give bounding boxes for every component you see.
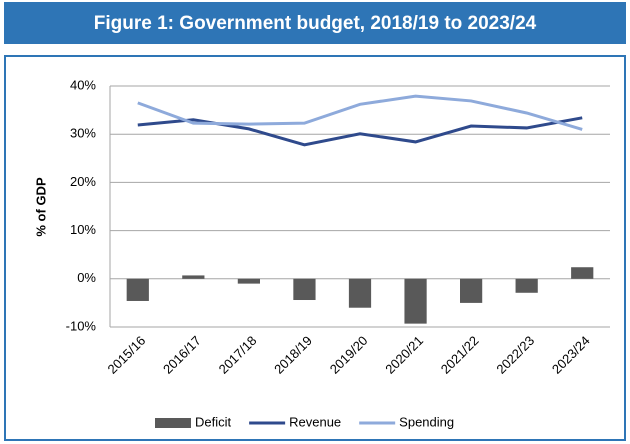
bar <box>460 278 483 303</box>
bar <box>126 278 149 301</box>
y-tick-label: -10% <box>66 318 97 333</box>
x-tick-label: 2022/23 <box>493 333 537 377</box>
bar <box>182 275 205 279</box>
x-tick-label: 2021/22 <box>438 333 482 377</box>
bar <box>404 278 427 324</box>
bar <box>515 278 538 293</box>
chart-title: Figure 1: Government budget, 2018/19 to … <box>94 13 537 34</box>
bar <box>348 278 372 308</box>
x-tick-label: 2020/21 <box>382 333 426 377</box>
y-axis-title: % of GDP <box>33 177 48 237</box>
legend-swatch <box>155 418 191 428</box>
y-tick-label: 0% <box>77 270 96 285</box>
y-tick-label: 30% <box>70 126 96 141</box>
bar <box>571 267 594 279</box>
bar <box>293 278 316 301</box>
x-tick-label: 2023/24 <box>549 333 593 377</box>
legend-label: Spending <box>399 414 454 429</box>
x-tick-label: 2016/17 <box>160 333 204 377</box>
x-tick-label: 2018/19 <box>271 333 315 377</box>
chart-frame <box>4 55 626 441</box>
legend-label: Revenue <box>289 414 341 429</box>
line <box>137 94 583 131</box>
header-bar <box>4 2 626 44</box>
x-tick-label: 2019/20 <box>327 333 371 377</box>
x-tick-label: 2015/16 <box>104 333 148 377</box>
legend-label: Deficit <box>195 414 232 429</box>
bar <box>237 278 260 284</box>
y-tick-label: 10% <box>70 222 96 237</box>
y-tick-label: 20% <box>70 174 96 189</box>
x-tick-label: 2017/18 <box>216 333 260 377</box>
y-tick-label: 40% <box>70 77 96 92</box>
